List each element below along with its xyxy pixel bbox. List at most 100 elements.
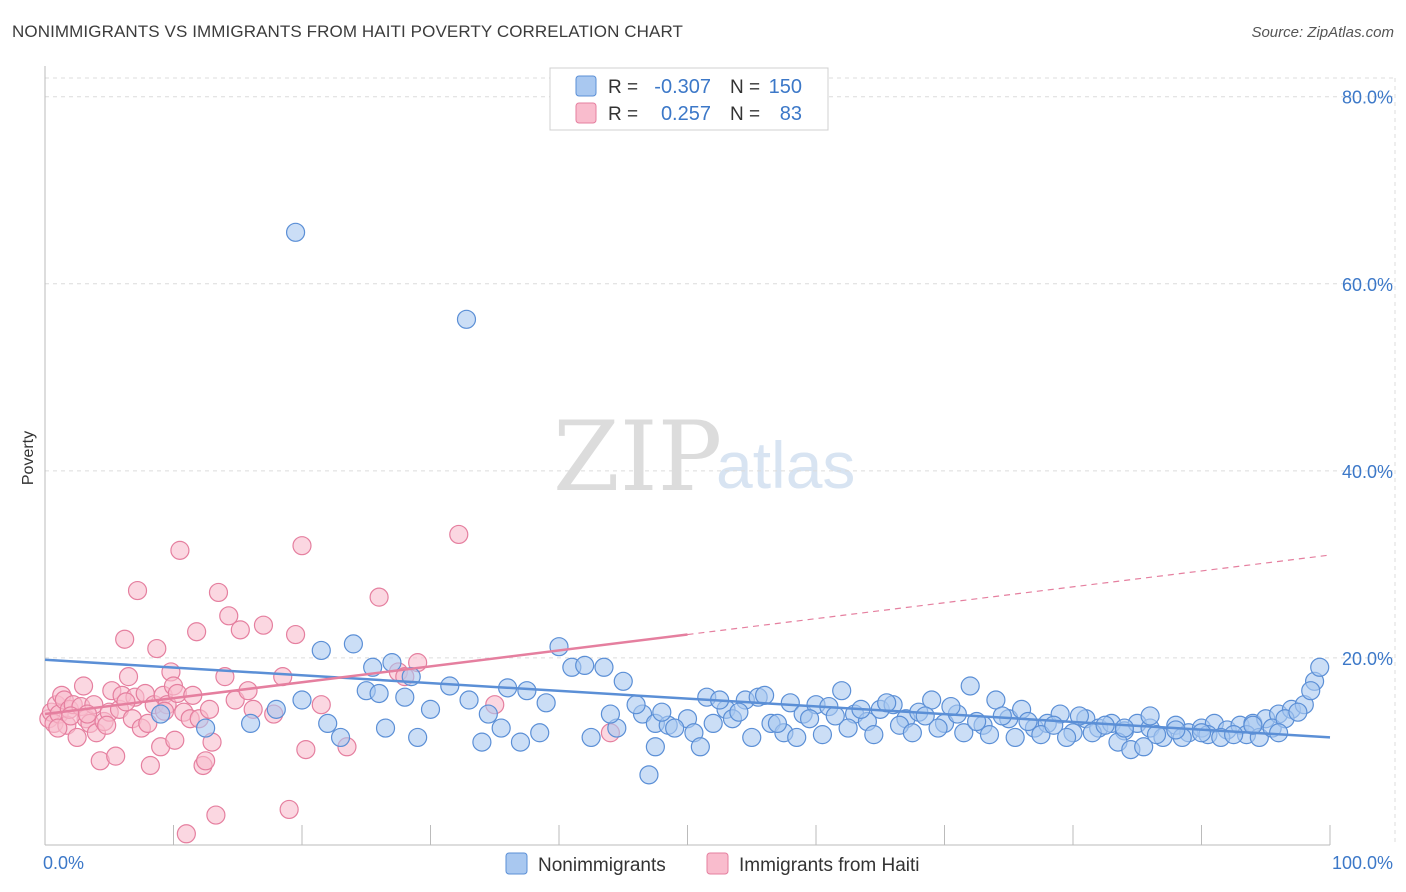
nonimmigrant-point xyxy=(742,727,762,748)
legend-n-value-1: 150 xyxy=(769,76,802,98)
nonimmigrant-point xyxy=(613,671,633,691)
nonimmigrant-point xyxy=(375,718,396,738)
haiti-point xyxy=(127,580,148,601)
legend-r-label-2: R = xyxy=(608,104,638,125)
nonimmigrant-point xyxy=(285,222,306,242)
y-axis-label: Poverty xyxy=(20,431,37,485)
nonimmigrant-point xyxy=(1146,725,1167,745)
haiti-point xyxy=(176,824,196,844)
nonimmigrant-point xyxy=(1288,702,1308,722)
nonimmigrant-point xyxy=(902,723,922,743)
nonimmigrant-point xyxy=(1301,681,1321,701)
source-label: Source: ZipAtlas.com xyxy=(1251,24,1394,41)
nonimmigrant-point xyxy=(665,718,685,738)
trend-line-nonimmigrants xyxy=(44,658,1331,739)
nonimmigrant-point xyxy=(838,718,858,738)
top-legend: R = -0.307 N = 150 R = 0.257 N = 83 xyxy=(549,67,829,131)
nonimmigrant-point xyxy=(1134,737,1154,757)
y-tick-label: 80.0% xyxy=(1342,88,1393,108)
nonimmigrant-point xyxy=(832,681,852,701)
nonimmigrant-point xyxy=(440,676,460,696)
nonimmigrant-point xyxy=(151,704,171,724)
nonimmigrant-point xyxy=(864,725,884,745)
nonimmigrant-point xyxy=(266,699,286,719)
nonimmigrant-point xyxy=(1140,706,1160,726)
nonimmigrant-point xyxy=(581,727,601,748)
nonimmigrant-point xyxy=(196,718,216,738)
nonimmigrant-point xyxy=(517,681,537,701)
legend-swatch-haiti xyxy=(575,102,597,124)
bottom-legend-swatch-haiti xyxy=(706,852,729,875)
nonimmigrant-point xyxy=(1310,657,1330,677)
nonimmigrant-point xyxy=(1005,727,1025,748)
bottom-legend: Nonimmigrants Immigrants from Haiti xyxy=(505,852,920,876)
haiti-point xyxy=(311,695,331,715)
haiti-point xyxy=(106,746,126,766)
nonimmigrant-point xyxy=(1031,725,1051,745)
data-points xyxy=(39,222,1330,844)
legend-n-label-1: N = xyxy=(730,77,760,98)
haiti-point xyxy=(115,629,135,649)
haiti-point xyxy=(116,692,136,712)
watermark-zip: ZIP xyxy=(553,401,722,513)
nonimmigrant-point xyxy=(395,687,415,707)
nonimmigrant-point xyxy=(992,706,1012,726)
haiti-point xyxy=(187,622,207,642)
nonimmigrant-point xyxy=(1044,715,1064,735)
nonimmigrant-point xyxy=(456,309,477,329)
haiti-point xyxy=(48,718,68,738)
trend-lines xyxy=(44,554,1331,739)
nonimmigrant-point xyxy=(645,737,665,757)
haiti-point xyxy=(208,582,229,603)
haiti-point xyxy=(219,606,239,626)
legend-r-label-1: R = xyxy=(608,77,638,98)
nonimmigrant-point xyxy=(986,690,1006,710)
nonimmigrant-point xyxy=(318,713,338,734)
haiti-point xyxy=(170,540,190,560)
axes xyxy=(44,66,1331,846)
haiti-point xyxy=(285,624,306,645)
nonimmigrant-point xyxy=(787,727,807,748)
legend-n-label-2: N = xyxy=(730,104,760,125)
nonimmigrant-point xyxy=(626,695,646,715)
nonimmigrant-point xyxy=(703,713,723,734)
haiti-point xyxy=(147,638,167,659)
bottom-legend-label-haiti: Immigrants from Haiti xyxy=(739,855,920,876)
nonimmigrant-point xyxy=(420,699,441,719)
nonimmigrant-point xyxy=(408,727,428,748)
nonimmigrant-point xyxy=(530,723,550,743)
nonimmigrant-point xyxy=(343,634,363,654)
haiti-point xyxy=(140,755,160,776)
nonimmigrant-point xyxy=(979,725,1000,745)
haiti-point xyxy=(97,715,117,735)
tick-labels: 80.0% 60.0% 40.0% 20.0% 0.0% 100.0% xyxy=(43,88,1393,873)
haiti-point xyxy=(253,615,274,635)
nonimmigrant-point xyxy=(1018,711,1038,732)
nonimmigrant-point xyxy=(639,765,659,785)
legend-r-value-1: -0.307 xyxy=(654,76,711,98)
haiti-point xyxy=(199,699,220,719)
nonimmigrant-point xyxy=(954,723,974,743)
legend-r-value-2: 0.257 xyxy=(661,103,711,125)
nonimmigrant-point xyxy=(491,718,511,738)
nonimmigrant-point xyxy=(729,702,749,722)
haiti-point xyxy=(206,805,226,825)
haiti-point xyxy=(73,676,94,696)
nonimmigrant-point xyxy=(825,706,845,726)
nonimmigrant-point xyxy=(767,713,788,734)
y-tick-label: 40.0% xyxy=(1342,462,1393,482)
nonimmigrant-point xyxy=(1056,727,1077,748)
x-tick-label: 100.0% xyxy=(1332,853,1393,873)
nonimmigrant-point xyxy=(941,696,961,717)
nonimmigrant-point xyxy=(1166,720,1186,740)
haiti-point xyxy=(138,713,158,734)
haiti-point xyxy=(196,751,216,771)
nonimmigrant-point xyxy=(594,657,614,677)
nonimmigrant-point xyxy=(600,704,621,724)
y-tick-label: 60.0% xyxy=(1342,275,1393,295)
nonimmigrant-point xyxy=(812,725,833,745)
nonimmigrant-point xyxy=(330,727,351,748)
nonimmigrant-point xyxy=(652,702,672,722)
nonimmigrant-point xyxy=(382,653,402,673)
